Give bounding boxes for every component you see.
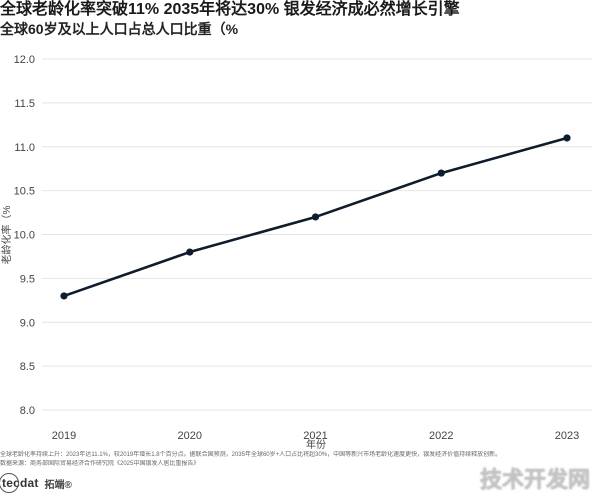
- x-tick-label: 2020: [178, 430, 202, 442]
- x-tick-label: 2023: [555, 430, 579, 442]
- x-axis-ticks: 2019 2020 2021 2022 2023: [52, 430, 579, 442]
- logo-name: 拓端®: [44, 479, 72, 491]
- x-tick-label: 2019: [52, 430, 76, 442]
- watermark: 技术开发网: [479, 467, 590, 492]
- chart-subtitle: 全球60岁及以上人口占总人口比重（%: [0, 21, 239, 37]
- y-tick-label: 8.5: [20, 361, 35, 373]
- y-tick-label: 11.0: [14, 142, 35, 154]
- x-tick-label: 2022: [429, 430, 453, 442]
- y-tick-label: 9.5: [20, 273, 35, 285]
- data-point-2022: [437, 169, 445, 177]
- y-tick-label: 10.5: [14, 186, 35, 198]
- y-tick-label: 8.0: [20, 405, 35, 417]
- data-point-2019: [60, 292, 68, 300]
- caption-note: 全球老龄化率持续上升：2023年达11.1%，较2019年增长1.8个百分点。据…: [0, 452, 502, 458]
- grid-layer: [42, 58, 592, 411]
- logo-mark: tecdat: [0, 473, 39, 493]
- data-point-2020: [186, 248, 194, 256]
- caption-source: 数据来源：商务部国际贸易经济合作研究院《2025中国银发人居比重报告》: [0, 461, 200, 467]
- y-tick-label: 9.0: [20, 317, 35, 329]
- y-axis-label: 老龄化率（%: [0, 205, 13, 264]
- y-axis-ticks: 8.0 8.5 9.0 9.5 10.0 10.5 11.0 11.5 12.0: [14, 54, 35, 417]
- brand-logo: tecdat 拓端®: [0, 473, 72, 493]
- y-tick-label: 12.0: [14, 54, 35, 66]
- data-point-2021: [311, 213, 320, 221]
- y-tick-label: 10.0: [14, 230, 35, 242]
- series-layer: [60, 134, 571, 300]
- x-axis-label: 年份: [306, 438, 326, 451]
- y-tick-label: 11.5: [14, 98, 35, 110]
- data-point-2023: [563, 134, 571, 142]
- x-tick-label: 2021: [303, 430, 327, 442]
- chart-title: 全球老龄化率突破11% 2035年将达30% 银发经济成必然增长引擎: [0, 1, 460, 18]
